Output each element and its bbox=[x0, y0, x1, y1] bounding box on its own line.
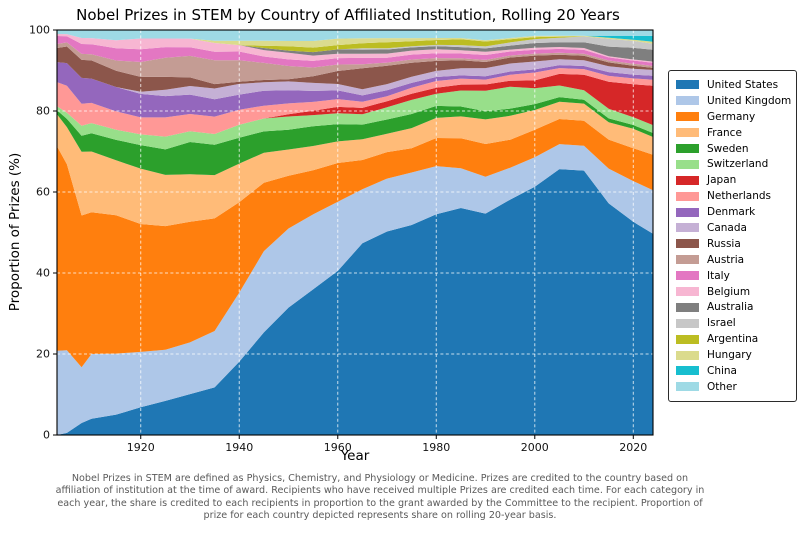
y-tick-label: 60 bbox=[36, 186, 50, 199]
legend-label-japan: Japan bbox=[707, 174, 737, 187]
area-denmark bbox=[57, 62, 653, 118]
legend-swatch-austria bbox=[676, 255, 699, 265]
legend-label-other: Other bbox=[707, 380, 737, 393]
legend-item-china: China bbox=[676, 363, 789, 379]
legend-label-argentina: Argentina bbox=[707, 333, 759, 346]
area-netherlands bbox=[57, 68, 653, 137]
legend-swatch-argentina bbox=[676, 334, 699, 344]
legend-label-russia: Russia bbox=[707, 237, 741, 250]
legend-label-netherlands: Netherlands bbox=[707, 190, 772, 203]
legend-label-israel: Israel bbox=[707, 317, 736, 330]
legend-swatch-russia bbox=[676, 239, 699, 249]
legend-item-russia: Russia bbox=[676, 236, 789, 252]
legend-label-hungary: Hungary bbox=[707, 349, 752, 362]
area-israel bbox=[57, 34, 653, 53]
area-canada bbox=[57, 59, 653, 100]
legend-swatch-other bbox=[676, 382, 699, 392]
area-sweden bbox=[57, 97, 653, 176]
legend-item-austria: Austria bbox=[676, 252, 789, 268]
legend-swatch-china bbox=[676, 366, 699, 376]
legend-item-france: France bbox=[676, 125, 789, 141]
legend-swatch-sweden bbox=[676, 144, 699, 153]
x-axis-label: Year bbox=[340, 448, 370, 464]
legend-label-united-kingdom: United Kingdom bbox=[707, 94, 792, 107]
legend: United States United Kingdom Germany France… bbox=[668, 70, 797, 402]
legend-label-china: China bbox=[707, 364, 737, 377]
legend-label-austria: Austria bbox=[707, 253, 745, 266]
legend-swatch-japan bbox=[676, 175, 699, 185]
legend-label-australia: Australia bbox=[707, 301, 754, 314]
legend-swatch-united-states bbox=[676, 80, 699, 90]
legend-item-canada: Canada bbox=[676, 220, 789, 236]
legend-swatch-germany bbox=[676, 112, 699, 122]
legend-label-canada: Canada bbox=[707, 221, 747, 234]
legend-swatch-italy bbox=[676, 271, 699, 281]
footnote: Nobel Prizes in STEM are defined as Phys… bbox=[55, 473, 705, 522]
x-tick-label: 1980 bbox=[422, 441, 450, 454]
y-tick-label: 80 bbox=[36, 105, 50, 118]
y-axis-label: Proportion of Prizes (%) bbox=[7, 152, 23, 312]
area-belgium bbox=[57, 34, 653, 63]
legend-item-other: Other bbox=[676, 379, 789, 395]
legend-label-italy: Italy bbox=[707, 269, 730, 282]
area-germany bbox=[57, 119, 653, 368]
x-tick-label: 1960 bbox=[324, 441, 352, 454]
x-tick-label: 1940 bbox=[225, 441, 253, 454]
y-tick-label: 40 bbox=[36, 267, 50, 280]
area-france bbox=[57, 101, 653, 227]
legend-label-united-states: United States bbox=[707, 78, 779, 91]
area-argentina bbox=[57, 34, 653, 53]
area-italy bbox=[57, 36, 653, 68]
y-tick-label: 100 bbox=[29, 24, 50, 37]
legend-item-argentina: Argentina bbox=[676, 331, 789, 347]
chart-title: Nobel Prizes in STEM by Country of Affil… bbox=[76, 6, 620, 24]
legend-swatch-switzerland bbox=[676, 159, 699, 169]
legend-swatch-france bbox=[676, 128, 699, 138]
area-other bbox=[57, 30, 653, 41]
x-tick-label: 2020 bbox=[619, 441, 647, 454]
area-japan bbox=[57, 73, 653, 137]
x-tick-label: 2000 bbox=[521, 441, 549, 454]
area-hungary bbox=[57, 34, 653, 48]
legend-swatch-australia bbox=[676, 302, 699, 312]
legend-swatch-canada bbox=[676, 223, 699, 233]
legend-swatch-israel bbox=[676, 318, 699, 328]
legend-label-sweden: Sweden bbox=[707, 142, 749, 155]
plot-frame bbox=[56, 29, 654, 436]
legend-item-united-states: United States bbox=[676, 77, 789, 93]
y-tick-label: 0 bbox=[43, 429, 50, 442]
legend-swatch-netherlands bbox=[676, 191, 699, 201]
legend-item-united-kingdom: United Kingdom bbox=[676, 93, 792, 109]
y-tick-label: 20 bbox=[36, 348, 50, 361]
x-tick-label: 1920 bbox=[127, 441, 155, 454]
area-russia bbox=[57, 46, 653, 92]
legend-item-switzerland: Switzerland bbox=[676, 156, 789, 172]
legend-item-belgium: Belgium bbox=[676, 284, 789, 300]
legend-item-italy: Italy bbox=[676, 268, 789, 284]
legend-item-israel: Israel bbox=[676, 315, 789, 331]
legend-item-japan: Japan bbox=[676, 172, 789, 188]
legend-item-germany: Germany bbox=[676, 109, 789, 125]
legend-swatch-belgium bbox=[676, 287, 699, 297]
legend-item-netherlands: Netherlands bbox=[676, 188, 789, 204]
legend-swatch-denmark bbox=[676, 207, 699, 217]
legend-item-sweden: Sweden bbox=[676, 141, 789, 157]
legend-item-australia: Australia bbox=[676, 299, 789, 315]
legend-label-belgium: Belgium bbox=[707, 285, 751, 298]
legend-item-hungary: Hungary bbox=[676, 347, 789, 363]
legend-item-denmark: Denmark bbox=[676, 204, 789, 220]
legend-label-denmark: Denmark bbox=[707, 206, 756, 219]
legend-label-germany: Germany bbox=[707, 110, 756, 123]
legend-swatch-united-kingdom bbox=[676, 96, 699, 106]
area-united-kingdom bbox=[57, 144, 653, 435]
area-austria bbox=[57, 42, 653, 85]
area-switzerland bbox=[57, 85, 653, 150]
legend-swatch-hungary bbox=[676, 350, 699, 360]
area-united-states bbox=[57, 169, 653, 435]
legend-label-france: France bbox=[707, 126, 742, 139]
legend-label-switzerland: Switzerland bbox=[707, 158, 769, 171]
